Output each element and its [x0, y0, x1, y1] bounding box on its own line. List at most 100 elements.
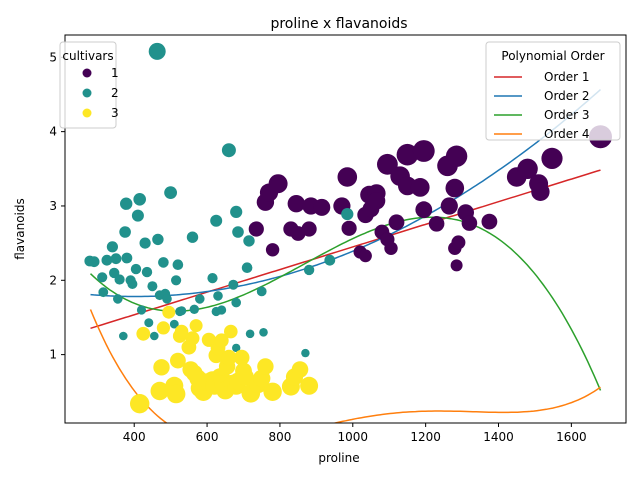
scatter-point-cultivar-3 [189, 319, 203, 333]
x-tick-label: 1600 [556, 430, 587, 444]
scatter-point-cultivar-2 [88, 256, 100, 268]
scatter-point-cultivar-2 [230, 205, 243, 218]
legend-polynomial: Polynomial Order Order 1 Order 2 Order 3 Or… [485, 41, 621, 141]
scatter-point-cultivar-1 [265, 243, 280, 257]
scatter-point-cultivar-1 [313, 198, 331, 216]
scatter-point-cultivar-1 [396, 143, 419, 166]
legend-cultivars-marker [82, 88, 92, 98]
scatter-point-cultivar-2 [121, 252, 133, 264]
scatter-point-cultivar-2 [147, 281, 158, 292]
legend-cultivars-box [59, 41, 117, 129]
legend-cultivars-label: 3 [111, 106, 119, 120]
scatter-point-cultivar-1 [428, 216, 445, 232]
legend-polynomial-label: Order 2 [544, 89, 590, 103]
scatter-point-cultivar-3 [136, 326, 151, 341]
scatter-point-cultivar-1 [341, 220, 357, 236]
scatter-point-cultivar-2 [232, 226, 244, 238]
scatter-point-cultivar-2 [162, 294, 172, 304]
scatter-point-cultivar-2 [97, 272, 108, 283]
x-tick-label: 1000 [338, 430, 369, 444]
scatter-point-cultivar-2 [207, 273, 218, 284]
scatter-point-cultivar-1 [287, 195, 305, 213]
legend-cultivars-marker [82, 108, 92, 118]
scatter-point-cultivar-2 [158, 257, 169, 268]
fit-line-order-1 [90, 169, 601, 330]
scatter-point-cultivar-3 [130, 394, 150, 414]
plot-frame [64, 34, 627, 424]
scatter-point-cultivar-2 [164, 186, 178, 200]
legend-polynomial-title: Polynomial Order [501, 49, 604, 63]
scatter-point-cultivar-1 [541, 147, 563, 169]
legend-polynomial-label: Order 1 [544, 70, 590, 84]
scatter-point-cultivar-2 [231, 297, 241, 308]
scatter-point-cultivar-2 [195, 294, 205, 304]
scatter-point-cultivar-2 [139, 237, 151, 249]
scatter-point-cultivar-2 [256, 286, 267, 297]
scatter-point-cultivar-2 [144, 318, 154, 328]
scatter-point-cultivar-2 [228, 279, 239, 290]
y-tick-label: 2 [49, 273, 57, 287]
scatter-point-cultivar-3 [224, 324, 238, 339]
scatter-point-cultivar-1 [415, 201, 433, 219]
scatter-point-cultivar-2 [189, 304, 199, 314]
fit-line-order-4 [89, 309, 601, 423]
scatter-point-cultivar-2 [152, 233, 164, 246]
scatter-point-cultivar-2 [172, 259, 184, 271]
scatter-point-cultivar-2 [186, 231, 199, 243]
scatter-point-cultivar-2 [171, 275, 182, 286]
y-tick-label: 4 [49, 125, 57, 139]
scatter-point-cultivar-2 [150, 331, 159, 341]
scatter-point-cultivar-2 [243, 235, 255, 247]
scatter-point-cultivar-2 [301, 348, 310, 358]
scatter-point-cultivar-2 [106, 241, 118, 253]
scatter-point-cultivar-3 [263, 382, 282, 401]
scatter-point-cultivar-1 [410, 178, 430, 197]
scatter-point-cultivar-1 [531, 182, 550, 201]
scatter-point-cultivar-3 [189, 369, 207, 388]
scatter-point-cultivar-2 [213, 291, 223, 301]
scatter-point-cultivar-2 [221, 143, 236, 158]
x-tick-label: 600 [196, 430, 219, 444]
scatter-point-cultivar-2 [113, 294, 123, 304]
scatter-point-cultivar-1 [384, 241, 398, 255]
scatter-points [84, 42, 612, 414]
scatter-point-cultivar-2 [101, 254, 113, 266]
scatter-point-cultivar-3 [300, 376, 319, 395]
legend-cultivars-title: cultivars [62, 49, 113, 63]
scatter-point-cultivar-3 [162, 305, 176, 319]
scatter-point-cultivar-1 [461, 215, 478, 231]
scatter-point-cultivar-1 [359, 249, 372, 263]
scatter-point-cultivar-2 [110, 253, 122, 265]
x-tick-label: 400 [123, 430, 146, 444]
scatter-point-cultivar-1 [450, 259, 463, 272]
scatter-point-cultivar-3 [166, 384, 186, 404]
legend-cultivars-label: 1 [111, 66, 119, 80]
scatter-point-cultivar-2 [341, 208, 354, 221]
scatter-point-cultivar-2 [148, 42, 166, 60]
scatter-point-cultivar-2 [241, 262, 253, 274]
y-tick-label: 3 [49, 199, 57, 213]
scatter-point-cultivar-2 [245, 329, 255, 339]
scatter-point-cultivar-2 [131, 209, 144, 222]
scatter-point-cultivar-2 [324, 254, 336, 266]
scatter-point-cultivar-3 [236, 368, 254, 386]
legend-cultivars-label: 2 [111, 86, 119, 100]
y-axis-label: flavanoids [13, 198, 27, 260]
scatter-point-cultivar-1 [481, 213, 498, 230]
scatter-point-cultivar-1 [445, 145, 468, 167]
legend-cultivars: cultivars 1 2 3 [59, 41, 119, 129]
x-tick-label: 1200 [410, 430, 441, 444]
scatter-point-cultivar-2 [211, 306, 221, 317]
fit-line-order-2 [90, 89, 601, 298]
x-tick-label: 800 [268, 430, 291, 444]
scatter-point-cultivar-3 [174, 324, 189, 339]
y-tick-label: 1 [49, 348, 57, 362]
legend-cultivars-marker [82, 68, 92, 78]
scatter-point-cultivar-3 [185, 331, 200, 346]
scatter-point-cultivar-2 [303, 264, 315, 276]
scatter-point-cultivar-2 [141, 266, 153, 278]
x-axis-ticks: 400 600 800 1000 1200 1400 1600 [123, 423, 587, 444]
x-axis-label: proline [318, 451, 359, 465]
